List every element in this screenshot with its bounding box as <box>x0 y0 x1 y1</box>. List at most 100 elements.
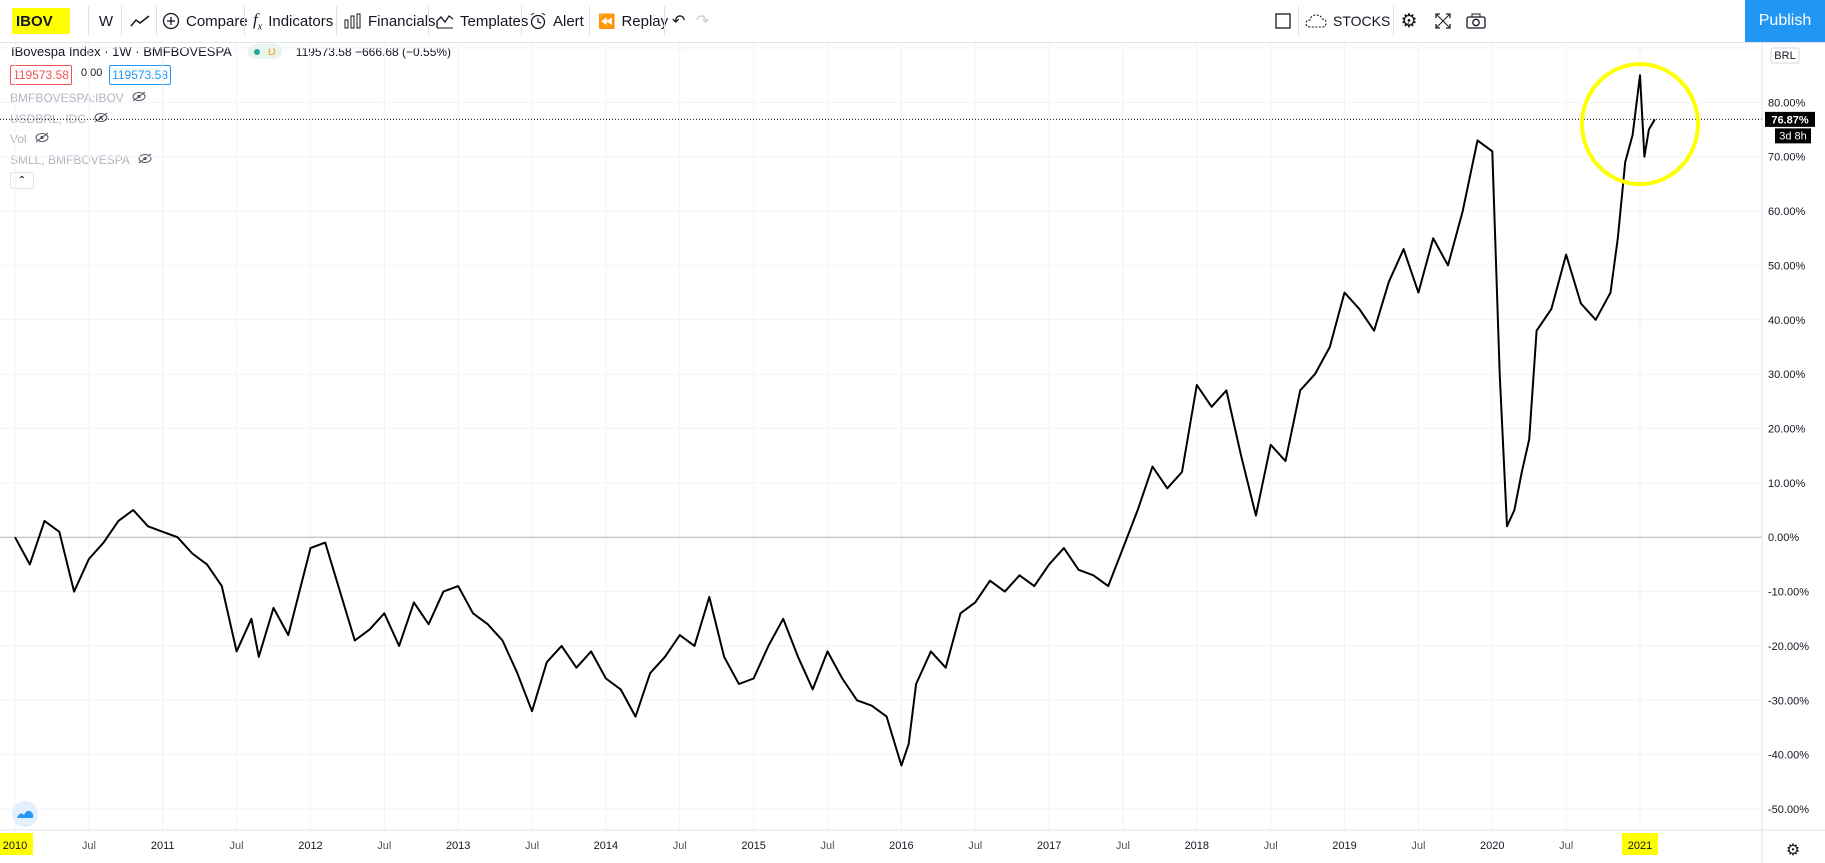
buy-price-box[interactable]: 119573.58 <box>109 65 171 85</box>
price-tick-label: 70.00% <box>1768 152 1806 164</box>
alert-button[interactable]: Alert <box>529 0 584 42</box>
redo-icon: ↷ <box>696 13 710 30</box>
market-status-label: D <box>267 45 276 58</box>
financials-label: Financials <box>368 12 436 30</box>
time-tick-label: Jul <box>968 840 982 852</box>
time-tick-label: Jul <box>820 840 834 852</box>
bar-chart-icon <box>344 13 361 29</box>
plus-circle-icon <box>162 12 180 30</box>
cloud-icon <box>1305 14 1327 28</box>
price-tick-label: 60.00% <box>1768 206 1806 218</box>
interval-label: W <box>98 12 114 30</box>
chevron-up-icon: ⌃ <box>17 175 27 186</box>
fullscreen-select-button[interactable] <box>1273 0 1293 42</box>
price-chart[interactable]: 90.00%80.00%70.00%60.00%50.00%40.00%30.0… <box>0 43 1825 863</box>
study-label: BMFBOVESPA:IBOV <box>10 91 124 105</box>
undo-button[interactable]: ↶ <box>672 0 686 42</box>
toolbar-separator <box>428 6 429 36</box>
price-tick-label: 10.00% <box>1768 478 1806 490</box>
last-value-badge: 76.87% <box>1765 111 1815 127</box>
symbol-highlight <box>12 8 70 34</box>
line-chart-icon <box>130 15 150 27</box>
currency-badge[interactable]: BRL <box>1770 47 1800 64</box>
interval-button[interactable]: W <box>92 0 120 42</box>
time-axis[interactable]: 2010 Jul 2011 Jul 2012 Jul 2013 Jul 2014 Jul 2015 J… <box>0 833 1658 855</box>
time-tick-label: Jul <box>82 840 96 852</box>
eye-off-icon[interactable] <box>94 112 108 126</box>
time-tick-label: 2012 <box>298 840 322 852</box>
alarm-clock-icon <box>530 12 546 30</box>
time-tick-label: Jul <box>1559 840 1573 852</box>
spread-value: 0.00 <box>81 67 103 79</box>
eye-off-icon[interactable] <box>138 153 152 167</box>
time-tick-label: 2015 <box>741 840 765 852</box>
time-tick-label: Jul <box>525 840 539 852</box>
toolbar-separator <box>521 6 522 36</box>
collapse-legend-button[interactable]: ⌃ <box>10 172 34 189</box>
templates-label: Templates <box>460 12 529 30</box>
price-tick-label: 20.00% <box>1768 424 1806 436</box>
toolbar-separator <box>664 6 665 36</box>
snapshot-button[interactable] <box>1465 0 1487 42</box>
price-tick-label: -30.00% <box>1768 695 1809 707</box>
toolbar-separator <box>156 6 157 36</box>
fullscreen-button[interactable] <box>1433 0 1453 42</box>
tradingview-logo[interactable] <box>12 801 38 827</box>
indicators-button[interactable]: fx Indicators <box>253 0 333 42</box>
publish-button[interactable]: Publish <box>1745 0 1825 42</box>
symbol-label: IBOV <box>16 12 53 30</box>
compare-button[interactable]: Compare <box>162 0 248 42</box>
study-row[interactable]: BMFBOVESPA:IBOV <box>10 91 146 105</box>
time-tick-label: Jul <box>1116 840 1130 852</box>
toolbar-separator <box>121 6 122 36</box>
price-tick-label: 30.00% <box>1768 369 1806 381</box>
time-tick-highlight <box>1622 833 1658 855</box>
time-tick-label: Jul <box>673 840 687 852</box>
eye-off-icon[interactable] <box>132 91 146 105</box>
time-tick-label: 2018 <box>1185 840 1209 852</box>
sell-price: 119573.58 <box>13 68 69 82</box>
symbol-search-button[interactable]: IBOV <box>8 8 98 34</box>
countdown-badge: 3d 8h <box>1775 128 1811 144</box>
alert-label: Alert <box>553 12 584 30</box>
time-tick-label: 2016 <box>889 840 913 852</box>
eye-off-icon[interactable] <box>35 132 49 146</box>
compare-label: Compare <box>186 12 248 30</box>
series-line-ibov[interactable] <box>14 74 1656 767</box>
toolbar-separator <box>88 6 89 36</box>
rewind-icon: ⏪ <box>598 12 616 29</box>
templates-button[interactable]: Templates <box>436 0 528 42</box>
price-tick-label: -10.00% <box>1768 587 1809 599</box>
buy-price: 119573.58 <box>112 68 168 82</box>
price-tick-label: 40.00% <box>1768 315 1806 327</box>
chart-settings-button[interactable]: ⚙ <box>1786 842 1800 859</box>
time-tick-label: Jul <box>1411 840 1425 852</box>
chevron-down-icon: ⌄ <box>1402 15 1412 28</box>
gear-icon: ⚙ <box>1786 842 1800 859</box>
sell-price-box[interactable]: 119573.58 <box>10 65 72 85</box>
settings-button[interactable]: ⚙ <box>1399 0 1419 42</box>
time-tick-label: Jul <box>230 840 244 852</box>
market-open-dot <box>253 48 260 55</box>
price-tick-label: 0.00% <box>1768 532 1799 544</box>
time-tick-label: 2011 <box>151 840 175 852</box>
toolbar-separator <box>1393 6 1394 36</box>
time-tick-label: 2010 <box>3 840 27 852</box>
time-tick-label: 2014 <box>594 840 618 852</box>
undo-icon: ↶ <box>672 13 686 30</box>
time-tick-highlight <box>0 833 33 855</box>
price-axis[interactable]: 90.00%80.00%70.00%60.00%50.00%40.00%30.0… <box>1768 43 1809 816</box>
price-tick-label: 80.00% <box>1768 97 1806 109</box>
time-tick-label: 2019 <box>1332 840 1356 852</box>
price-tick-label: 50.00% <box>1768 260 1806 272</box>
replay-label: Replay <box>621 12 669 30</box>
chart-style-button[interactable] <box>125 0 155 42</box>
financials-button[interactable]: Financials <box>344 0 436 42</box>
gear-icon: ⚙ <box>1400 10 1418 32</box>
layout-button[interactable]: STOCKS ⌄ <box>1305 0 1412 42</box>
annotation-circle <box>1580 62 1700 187</box>
redo-button[interactable]: ↷ <box>696 0 710 42</box>
replay-button[interactable]: ⏪ Replay <box>598 0 668 42</box>
study-row[interactable]: Vol <box>10 132 49 146</box>
study-label: Vol <box>10 132 27 146</box>
